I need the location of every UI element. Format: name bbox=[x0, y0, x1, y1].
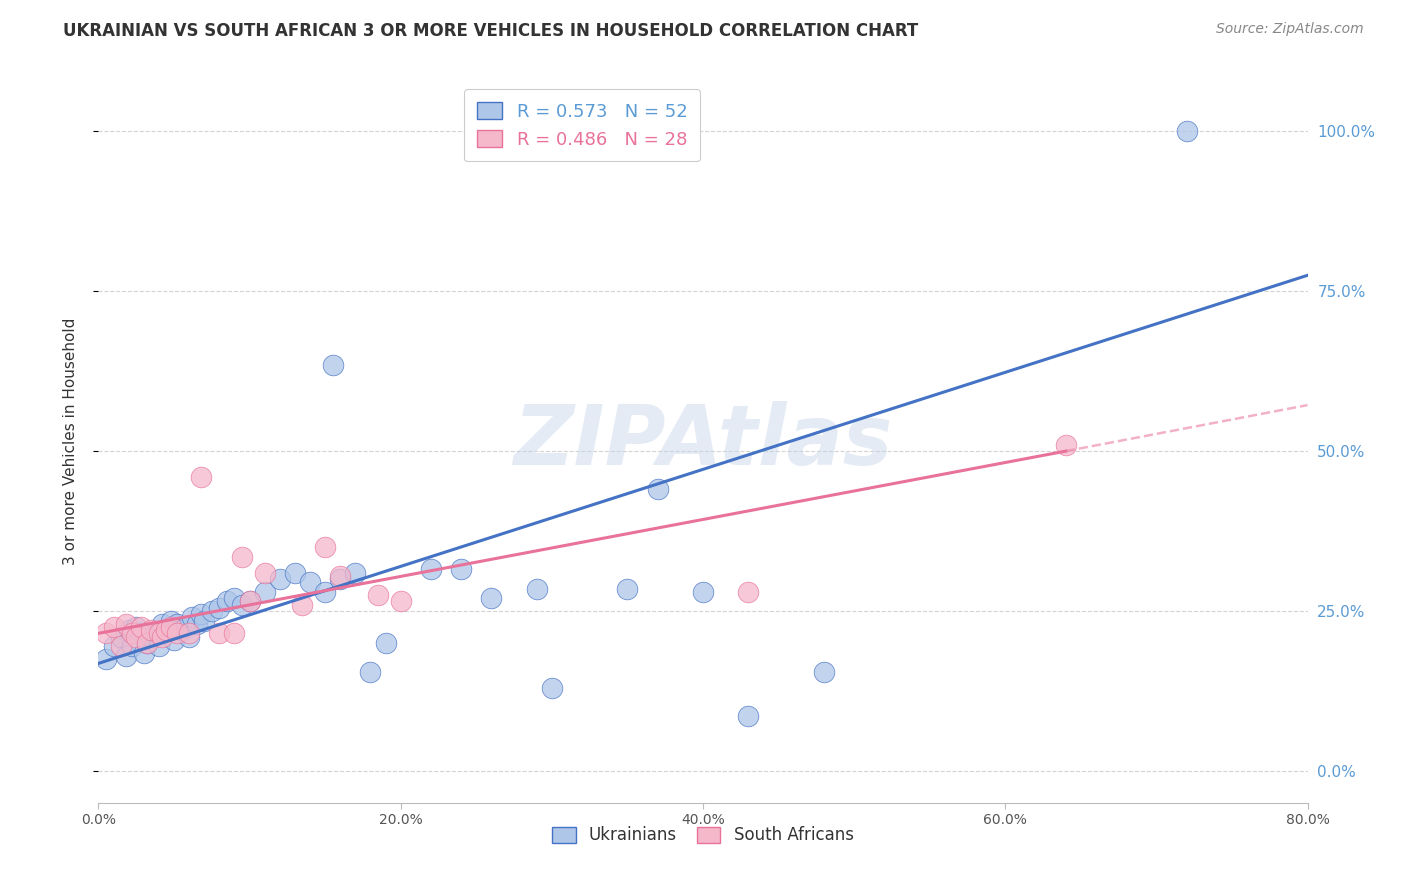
Point bbox=[186, 616, 208, 631]
Point bbox=[163, 632, 186, 647]
Point bbox=[135, 636, 157, 650]
Point bbox=[166, 626, 188, 640]
Point bbox=[141, 630, 163, 644]
Point bbox=[389, 594, 412, 608]
Point bbox=[481, 591, 503, 606]
Point bbox=[129, 620, 152, 634]
Point bbox=[450, 562, 472, 576]
Point bbox=[179, 626, 201, 640]
Point bbox=[141, 623, 163, 637]
Point bbox=[420, 562, 443, 576]
Point bbox=[135, 636, 157, 650]
Point bbox=[291, 598, 314, 612]
Point bbox=[314, 540, 336, 554]
Point bbox=[148, 639, 170, 653]
Point bbox=[253, 584, 276, 599]
Point bbox=[344, 566, 367, 580]
Point bbox=[121, 626, 143, 640]
Legend: Ukrainians, South Africans: Ukrainians, South Africans bbox=[540, 814, 866, 856]
Point bbox=[737, 584, 759, 599]
Point bbox=[367, 588, 389, 602]
Point bbox=[160, 614, 183, 628]
Point bbox=[94, 652, 117, 666]
Point bbox=[1175, 124, 1198, 138]
Point bbox=[231, 598, 253, 612]
Text: UKRAINIAN VS SOUTH AFRICAN 3 OR MORE VEHICLES IN HOUSEHOLD CORRELATION CHART: UKRAINIAN VS SOUTH AFRICAN 3 OR MORE VEH… bbox=[63, 22, 918, 40]
Point bbox=[121, 639, 143, 653]
Point bbox=[215, 594, 238, 608]
Point bbox=[322, 358, 344, 372]
Point bbox=[737, 709, 759, 723]
Point bbox=[155, 623, 177, 637]
Point bbox=[1054, 438, 1077, 452]
Point bbox=[118, 623, 141, 637]
Point bbox=[284, 566, 307, 580]
Point bbox=[526, 582, 548, 596]
Point bbox=[170, 623, 193, 637]
Point bbox=[125, 620, 148, 634]
Point bbox=[148, 626, 170, 640]
Point bbox=[208, 626, 231, 640]
Point bbox=[314, 584, 336, 599]
Point bbox=[616, 582, 638, 596]
Point bbox=[174, 620, 197, 634]
Point bbox=[224, 591, 246, 606]
Point bbox=[145, 626, 167, 640]
Point bbox=[224, 626, 246, 640]
Point bbox=[239, 594, 262, 608]
Point bbox=[110, 639, 132, 653]
Point bbox=[150, 616, 173, 631]
Point bbox=[253, 566, 276, 580]
Point bbox=[132, 646, 155, 660]
Text: ZIPAtlas: ZIPAtlas bbox=[513, 401, 893, 482]
Point bbox=[239, 594, 262, 608]
Point bbox=[269, 572, 291, 586]
Point bbox=[540, 681, 562, 695]
Point bbox=[190, 469, 212, 483]
Point bbox=[231, 549, 253, 564]
Text: Source: ZipAtlas.com: Source: ZipAtlas.com bbox=[1216, 22, 1364, 37]
Point bbox=[201, 604, 224, 618]
Point bbox=[692, 584, 714, 599]
Point bbox=[155, 623, 177, 637]
Point bbox=[103, 639, 125, 653]
Point bbox=[208, 600, 231, 615]
Point bbox=[193, 614, 215, 628]
Point bbox=[125, 630, 148, 644]
Point bbox=[150, 630, 173, 644]
Point bbox=[299, 575, 322, 590]
Point bbox=[181, 610, 204, 624]
Point bbox=[114, 648, 136, 663]
Point bbox=[360, 665, 382, 679]
Y-axis label: 3 or more Vehicles in Household: 3 or more Vehicles in Household bbox=[63, 318, 77, 566]
Point bbox=[374, 636, 396, 650]
Point bbox=[129, 626, 152, 640]
Point bbox=[166, 616, 188, 631]
Point bbox=[329, 569, 352, 583]
Point bbox=[813, 665, 835, 679]
Point bbox=[114, 616, 136, 631]
Point bbox=[647, 483, 669, 497]
Point bbox=[329, 572, 352, 586]
Point bbox=[179, 630, 201, 644]
Point bbox=[94, 626, 117, 640]
Point bbox=[103, 620, 125, 634]
Point bbox=[160, 620, 183, 634]
Point bbox=[110, 630, 132, 644]
Point bbox=[190, 607, 212, 622]
